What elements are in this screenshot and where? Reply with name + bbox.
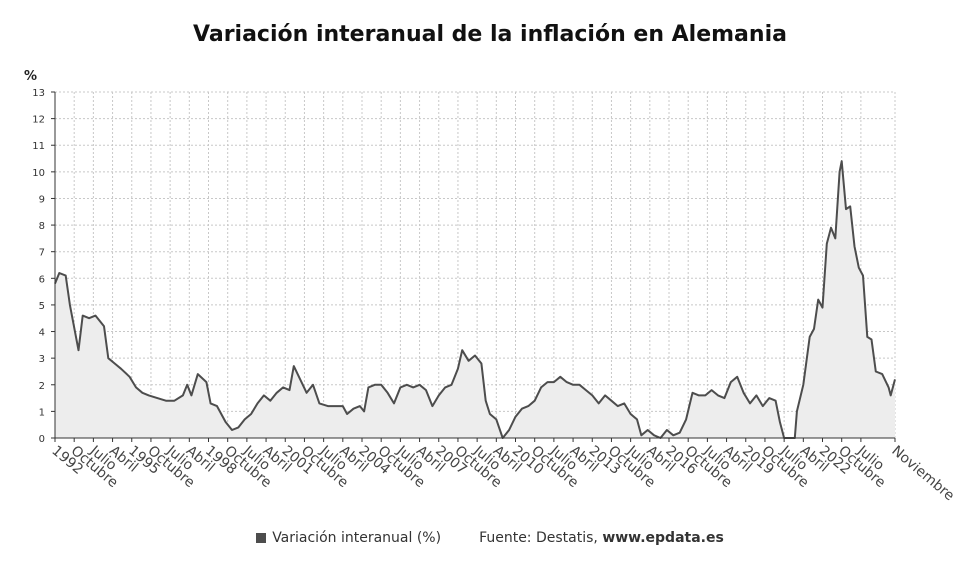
y-tick-label: 13 — [32, 88, 45, 99]
y-tick-label: 0 — [39, 434, 45, 445]
legend-item: Variación interanual (%) — [256, 530, 441, 546]
y-tick-label: 1 — [39, 407, 45, 418]
y-tick-label: 5 — [39, 301, 45, 312]
y-axis-label: % — [24, 69, 37, 84]
y-tick-label: 10 — [32, 168, 45, 179]
source-note: Fuente: Destatis, www.epdata.es — [479, 530, 724, 546]
series-area-fill — [55, 161, 895, 438]
axis-layer — [51, 91, 896, 442]
x-tick-label: Noviembre — [888, 443, 957, 504]
y-tick-label: 9 — [39, 194, 45, 205]
legend-swatch — [256, 533, 267, 543]
y-tick-label: 2 — [39, 381, 45, 392]
y-tick-label: 12 — [32, 115, 45, 126]
y-tick-label: 6 — [39, 274, 45, 285]
chart-footer: Variación interanual (%) Fuente: Destatis… — [0, 530, 980, 546]
y-tick-label: 11 — [32, 141, 45, 152]
source-site: www.epdata.es — [602, 530, 724, 546]
legend-label: Variación interanual (%) — [272, 530, 442, 546]
y-tick-label: 4 — [39, 328, 45, 339]
y-tick-label: 7 — [39, 248, 45, 259]
y-tick-label: 8 — [39, 221, 45, 232]
x-tick-labels: 1992OctubreJulioAbril1995OctubreJulioAbr… — [48, 442, 957, 504]
area-layer — [54, 160, 896, 439]
source-prefix: Fuente: Destatis, — [479, 530, 603, 546]
y-tick-label: 3 — [39, 354, 45, 365]
chart-title: Variación interanual de la inflación en … — [193, 22, 787, 47]
